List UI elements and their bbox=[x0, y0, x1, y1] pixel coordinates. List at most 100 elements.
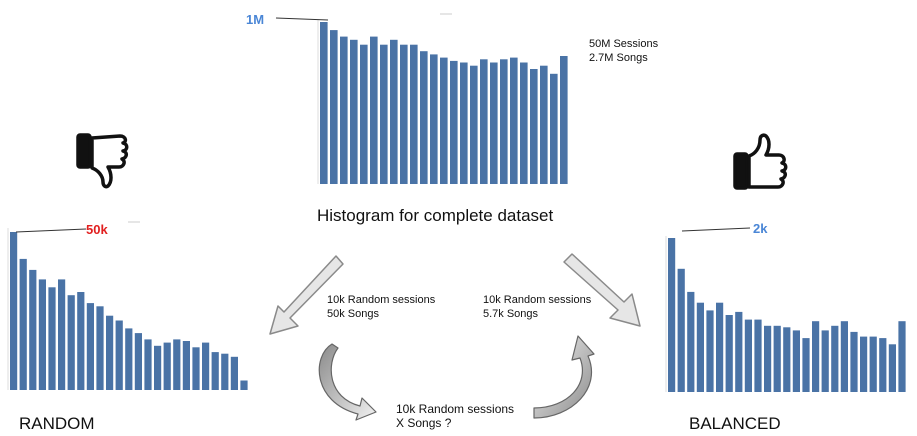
bar-balanced-1 bbox=[677, 268, 685, 392]
bar-random-17 bbox=[173, 339, 181, 390]
histogram-balanced-chart bbox=[665, 236, 906, 392]
bar-random-16 bbox=[163, 342, 171, 390]
bar-complete-0 bbox=[320, 22, 328, 184]
bar-balanced-20 bbox=[860, 336, 868, 392]
bar-balanced-4 bbox=[706, 310, 714, 392]
bar-random-4 bbox=[48, 287, 56, 390]
arrow-to-random bbox=[269, 255, 344, 335]
bar-balanced-16 bbox=[821, 330, 829, 392]
bar-random-14 bbox=[144, 339, 152, 390]
bar-complete-13 bbox=[450, 60, 458, 184]
left-callout-label: 50k bbox=[86, 222, 108, 237]
bar-balanced-5 bbox=[716, 302, 724, 392]
bar-balanced-17 bbox=[831, 325, 839, 392]
top-stats-songs: 2.7M Songs bbox=[589, 52, 648, 64]
bar-complete-4 bbox=[360, 44, 368, 185]
bar-random-11 bbox=[115, 320, 123, 390]
arrow-to-balanced bbox=[563, 253, 641, 327]
bar-complete-24 bbox=[560, 56, 568, 184]
bar-random-24 bbox=[240, 380, 248, 390]
bar-complete-9 bbox=[410, 44, 418, 185]
bar-random-3 bbox=[38, 279, 46, 390]
bar-random-23 bbox=[230, 356, 238, 390]
bar-balanced-7 bbox=[735, 311, 743, 392]
bar-balanced-23 bbox=[888, 344, 896, 392]
bar-random-0 bbox=[10, 232, 18, 390]
bar-random-5 bbox=[58, 279, 66, 390]
bar-balanced-18 bbox=[840, 321, 848, 392]
bar-balanced-22 bbox=[879, 338, 887, 392]
bar-complete-23 bbox=[550, 73, 558, 184]
bar-complete-17 bbox=[490, 62, 498, 184]
bar-complete-16 bbox=[480, 59, 488, 184]
bar-balanced-12 bbox=[783, 327, 791, 392]
bar-complete-22 bbox=[540, 65, 548, 184]
bar-balanced-14 bbox=[802, 338, 810, 392]
thumbs-up-icon bbox=[733, 133, 788, 190]
bar-random-7 bbox=[77, 292, 85, 390]
bar-random-10 bbox=[106, 315, 114, 390]
bar-complete-18 bbox=[500, 59, 508, 184]
bar-balanced-19 bbox=[850, 331, 858, 392]
bar-balanced-2 bbox=[687, 291, 695, 392]
bar-balanced-8 bbox=[744, 319, 752, 392]
bar-random-12 bbox=[125, 328, 133, 390]
bar-complete-2 bbox=[340, 36, 348, 184]
bar-complete-14 bbox=[460, 62, 468, 184]
bar-complete-15 bbox=[470, 65, 478, 184]
bar-complete-20 bbox=[520, 62, 528, 184]
bar-complete-21 bbox=[530, 69, 538, 184]
right-section-label: BALANCED bbox=[689, 414, 781, 433]
bar-balanced-21 bbox=[869, 336, 877, 392]
bar-random-13 bbox=[134, 333, 142, 390]
bar-complete-5 bbox=[370, 36, 378, 184]
bar-balanced-24 bbox=[898, 321, 906, 392]
thumbs-down-icon bbox=[76, 133, 129, 189]
left-section-label: RANDOM bbox=[19, 414, 95, 433]
bar-complete-1 bbox=[330, 30, 338, 184]
bar-random-2 bbox=[29, 269, 37, 390]
bottom-flow-text-songs: X Songs ? bbox=[396, 416, 452, 430]
top-callout-label: 1M bbox=[246, 12, 265, 27]
curved-arrow-left bbox=[318, 343, 377, 421]
bar-balanced-10 bbox=[764, 325, 772, 392]
right-callout-label: 2k bbox=[753, 221, 768, 236]
bar-random-9 bbox=[96, 306, 104, 390]
bar-balanced-13 bbox=[792, 330, 800, 392]
bar-random-1 bbox=[19, 258, 27, 390]
bar-random-8 bbox=[86, 303, 94, 390]
balanced-flow-text-songs: 5.7k Songs bbox=[483, 308, 539, 320]
bar-balanced-3 bbox=[696, 302, 704, 392]
bar-random-21 bbox=[211, 352, 219, 390]
bar-balanced-0 bbox=[668, 238, 676, 392]
top-caption: Histogram for complete dataset bbox=[317, 206, 554, 225]
bar-random-19 bbox=[192, 347, 200, 390]
bar-complete-10 bbox=[420, 51, 428, 185]
bar-random-20 bbox=[202, 342, 210, 390]
random-flow-text-songs: 50k Songs bbox=[327, 308, 379, 320]
histogram-complete-chart bbox=[317, 13, 568, 185]
bar-balanced-11 bbox=[773, 325, 781, 392]
top-callout-leader-line bbox=[275, 17, 329, 21]
balanced-flow-text-sessions: 10k Random sessions bbox=[483, 294, 592, 306]
right-callout-leader-line bbox=[681, 227, 751, 232]
bar-random-6 bbox=[67, 295, 75, 390]
bar-complete-3 bbox=[350, 39, 358, 184]
histogram-random-chart bbox=[7, 221, 248, 390]
bottom-flow-text-sessions: 10k Random sessions bbox=[396, 402, 515, 416]
bar-complete-12 bbox=[440, 57, 448, 184]
curved-arrow-right bbox=[533, 335, 595, 419]
bar-random-22 bbox=[221, 353, 229, 390]
bar-complete-7 bbox=[390, 39, 398, 184]
random-flow-text-sessions: 10k Random sessions bbox=[327, 294, 436, 306]
bar-balanced-9 bbox=[754, 319, 762, 392]
left-callout-leader-line bbox=[15, 228, 87, 233]
bar-balanced-6 bbox=[725, 315, 733, 392]
bar-random-15 bbox=[154, 345, 162, 390]
bar-random-18 bbox=[182, 341, 190, 390]
bar-balanced-15 bbox=[812, 321, 820, 392]
bar-complete-8 bbox=[400, 44, 408, 185]
bar-complete-19 bbox=[510, 57, 518, 184]
top-stats-sessions: 50M Sessions bbox=[589, 38, 659, 50]
bar-complete-11 bbox=[430, 54, 438, 185]
